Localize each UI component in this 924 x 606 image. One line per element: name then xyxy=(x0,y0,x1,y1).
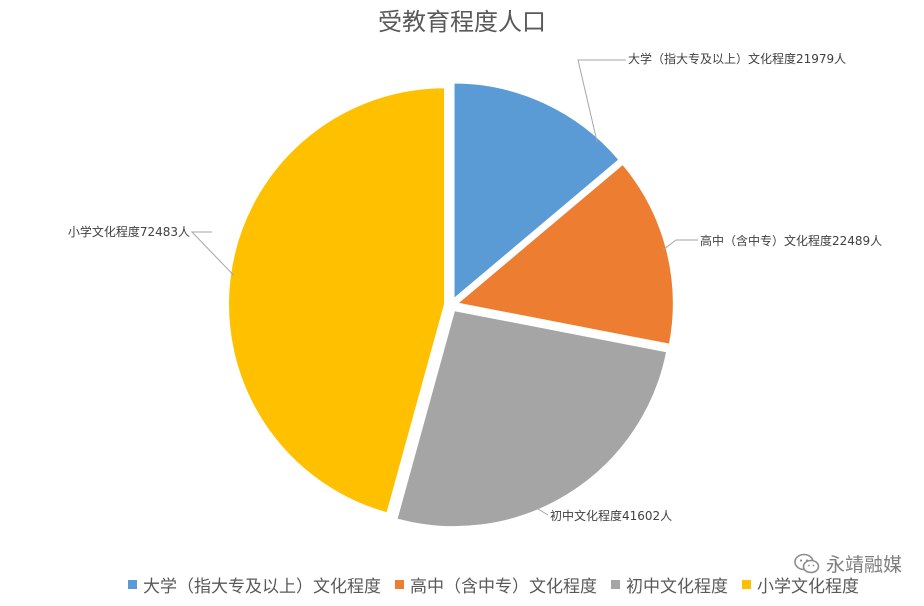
data-label-junior-high: 初中文化程度41602人 xyxy=(550,508,672,523)
legend-item-primary: 小学文化程度 xyxy=(742,572,859,597)
chart-legend: 大学（指大专及以上）文化程度 高中（含中专）文化程度 初中文化程度 小学文化程度 xyxy=(128,572,859,597)
legend-item-junior-high: 初中文化程度 xyxy=(611,572,728,597)
leader-line-primary xyxy=(190,231,235,276)
legend-label-high-school: 高中（含中专）文化程度 xyxy=(410,577,597,597)
legend-label-university: 大学（指大专及以上）文化程度 xyxy=(143,577,381,597)
data-label-primary: 小学文化程度72483人 xyxy=(68,224,190,239)
pie-slice-high-school xyxy=(454,162,675,346)
pie-slice-junior-high xyxy=(395,308,669,529)
pie-slice-primary xyxy=(227,86,447,515)
legend-label-junior-high: 初中文化程度 xyxy=(626,577,728,597)
legend-label-primary: 小学文化程度 xyxy=(757,577,859,597)
data-label-high-school: 高中（含中专）文化程度22489人 xyxy=(700,233,882,248)
data-label-university: 大学（指大专及以上）文化程度21979人 xyxy=(628,51,846,66)
legend-swatch-primary xyxy=(742,580,751,589)
wechat-icon xyxy=(794,553,820,573)
watermark-text: 永靖融媒 xyxy=(825,554,902,576)
leader-line-university xyxy=(577,59,626,143)
legend-swatch-university xyxy=(128,580,137,589)
legend-item-university: 大学（指大专及以上）文化程度 xyxy=(128,572,381,597)
watermark: 永靖融媒 xyxy=(794,550,902,577)
legend-swatch-high-school xyxy=(395,580,404,589)
pie-slice-university xyxy=(452,81,621,302)
chart-title: 受教育程度人口 xyxy=(378,8,546,36)
legend-item-high-school: 高中（含中专）文化程度 xyxy=(395,572,597,597)
legend-swatch-junior-high xyxy=(611,580,620,589)
leader-line-high-school xyxy=(662,239,698,251)
leader-line-junior-high xyxy=(518,490,567,516)
